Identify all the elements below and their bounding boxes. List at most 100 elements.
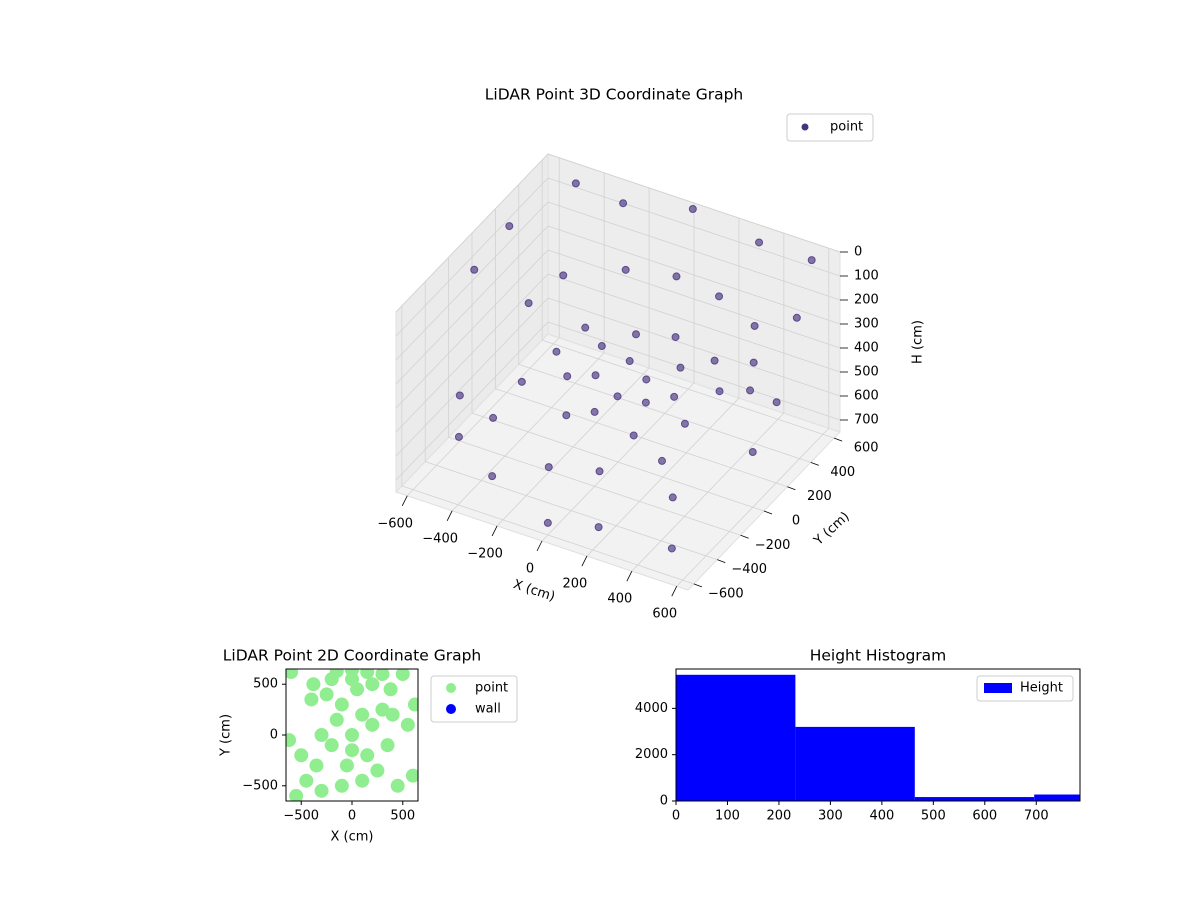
grid-line (547, 321, 841, 421)
plot-area (286, 669, 418, 801)
x-tick-label: −400 (422, 531, 458, 546)
point (590, 407, 599, 416)
point (324, 738, 339, 753)
z-tick-label: 700 (854, 413, 879, 428)
point (594, 523, 603, 532)
grid-line (395, 177, 549, 337)
point (355, 773, 370, 788)
point (360, 748, 375, 763)
grid-line (547, 201, 841, 301)
y-tick-label: 0 (792, 514, 800, 529)
x-tick-label: 600 (972, 809, 997, 824)
point (710, 356, 719, 365)
point (299, 773, 314, 788)
x-tick-label: 0 (672, 809, 680, 824)
y-tick-label: −600 (708, 586, 744, 601)
x-tick-label: 0 (526, 562, 534, 577)
legend-label: point (830, 120, 863, 135)
grid-line (542, 339, 835, 439)
point (613, 392, 622, 401)
point (370, 763, 385, 778)
point (591, 371, 600, 380)
tick-mark (834, 437, 843, 442)
grid-line (401, 485, 694, 585)
point (355, 707, 370, 722)
point (562, 411, 571, 420)
z-tick-label: 400 (854, 341, 879, 356)
x-axis-label: X (cm) (331, 830, 374, 845)
bar (1034, 794, 1080, 801)
point (670, 392, 679, 401)
point (715, 387, 724, 396)
point (688, 205, 697, 214)
tick-mark (693, 583, 702, 588)
grid-line (547, 153, 841, 253)
point (667, 544, 676, 553)
tick-mark (536, 540, 543, 552)
point (807, 256, 816, 265)
legend-patch (984, 683, 1012, 693)
point (680, 419, 689, 428)
tick-mark (810, 462, 819, 466)
point (792, 313, 801, 322)
point (360, 669, 375, 680)
tick-mark (491, 525, 498, 537)
point (517, 377, 526, 386)
point (595, 467, 604, 476)
point (629, 431, 638, 440)
point (405, 768, 418, 783)
point (375, 669, 390, 682)
point (672, 272, 681, 281)
point (658, 456, 666, 465)
point (563, 372, 572, 381)
point (334, 778, 349, 793)
point (345, 743, 359, 758)
tick-mark (740, 534, 749, 539)
point (294, 748, 309, 763)
point (750, 321, 759, 330)
point (772, 398, 781, 407)
point (304, 692, 319, 707)
point (400, 717, 415, 732)
point (581, 323, 590, 332)
chart-title: Height Histogram (810, 647, 947, 665)
grid-line (395, 249, 549, 409)
x-tick-label: −600 (377, 516, 413, 531)
point (286, 733, 297, 748)
grid-line (448, 436, 741, 536)
tick-mark (626, 570, 633, 582)
point (385, 707, 400, 722)
tick-mark (671, 586, 678, 597)
grid-line (395, 297, 549, 457)
tick-mark (401, 495, 408, 506)
grid-line (495, 388, 788, 488)
z-tick-label: 300 (854, 317, 879, 332)
point (715, 292, 724, 301)
x-axis-label: X (cm) (511, 577, 557, 605)
x-tick-label: 200 (563, 577, 588, 592)
point (505, 222, 514, 231)
point (488, 472, 497, 481)
point (319, 687, 334, 702)
x-tick-label: 400 (607, 592, 632, 607)
y-tick-label: 500 (253, 677, 278, 692)
tick-mark (446, 510, 453, 522)
grid-line (547, 177, 841, 277)
grid-line (395, 273, 549, 433)
legend-label: wall (475, 702, 501, 717)
point (454, 432, 463, 441)
tick-mark (763, 510, 773, 515)
point (365, 677, 380, 692)
tick-mark (717, 559, 726, 563)
point (746, 386, 755, 395)
x-tick-label: 500 (921, 809, 946, 824)
point (339, 758, 354, 773)
bar (795, 726, 915, 801)
grid-line (547, 297, 841, 397)
point (524, 299, 533, 308)
grid-line (395, 201, 549, 361)
y-tick-label: 600 (854, 441, 879, 456)
z-tick-label: 500 (854, 365, 879, 380)
tick-mark (787, 486, 796, 491)
